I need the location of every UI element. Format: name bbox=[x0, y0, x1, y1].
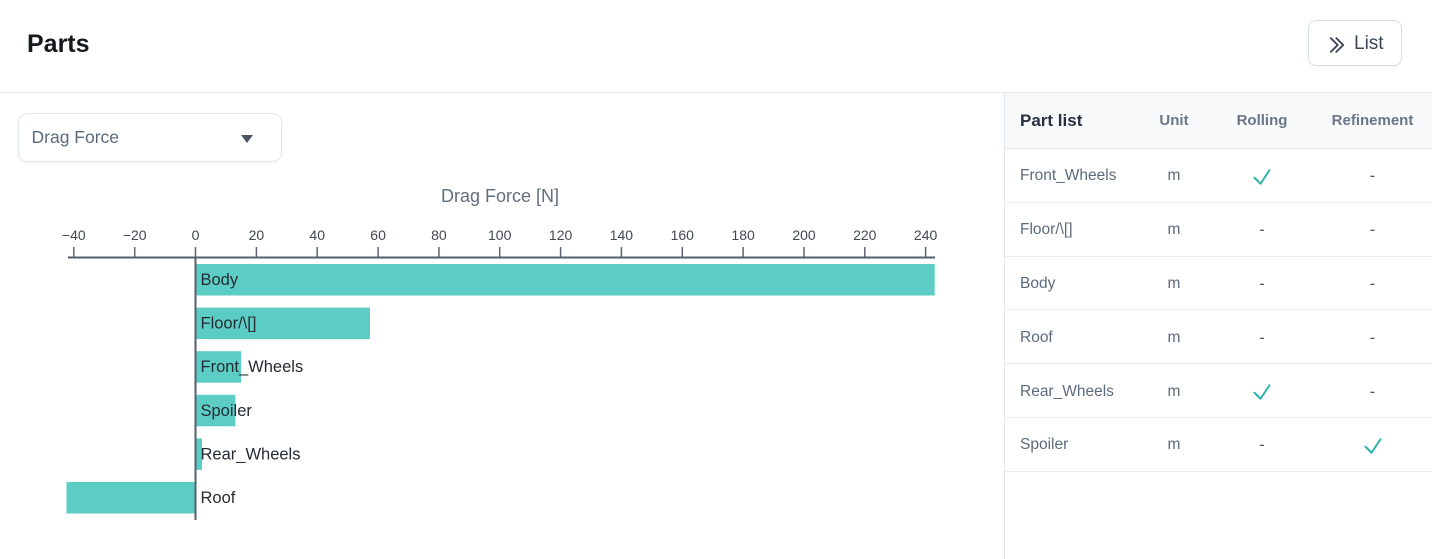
svg-text:200: 200 bbox=[792, 227, 816, 243]
svg-text:220: 220 bbox=[853, 227, 877, 243]
svg-text:Spoiler: Spoiler bbox=[201, 402, 253, 420]
svg-text:Roof: Roof bbox=[201, 489, 236, 507]
svg-text:80: 80 bbox=[431, 227, 447, 243]
svg-text:140: 140 bbox=[610, 227, 634, 243]
svg-text:240: 240 bbox=[914, 227, 938, 243]
svg-text:120: 120 bbox=[549, 227, 573, 243]
svg-text:Floor/\[]: Floor/\[] bbox=[201, 315, 257, 333]
svg-text:Rear_Wheels: Rear_Wheels bbox=[201, 445, 301, 463]
svg-text:160: 160 bbox=[671, 227, 695, 243]
svg-text:100: 100 bbox=[488, 227, 512, 243]
svg-text:Body: Body bbox=[201, 271, 239, 289]
svg-text:Front_Wheels: Front_Wheels bbox=[201, 358, 304, 376]
svg-text:40: 40 bbox=[309, 227, 325, 243]
svg-text:20: 20 bbox=[249, 227, 265, 243]
svg-text:Drag Force [N]: Drag Force [N] bbox=[441, 186, 559, 206]
svg-text:60: 60 bbox=[370, 227, 386, 243]
svg-text:0: 0 bbox=[192, 227, 200, 243]
svg-text:180: 180 bbox=[731, 227, 755, 243]
svg-text:−40: −40 bbox=[62, 227, 86, 243]
svg-text:−20: −20 bbox=[123, 227, 147, 243]
